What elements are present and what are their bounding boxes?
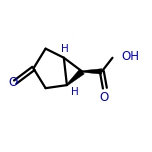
Polygon shape: [82, 69, 102, 74]
Text: OH: OH: [122, 50, 140, 64]
Polygon shape: [66, 69, 84, 86]
Text: O: O: [8, 76, 17, 89]
Text: H: H: [62, 44, 69, 54]
Text: O: O: [100, 91, 109, 104]
Text: H: H: [71, 87, 78, 97]
